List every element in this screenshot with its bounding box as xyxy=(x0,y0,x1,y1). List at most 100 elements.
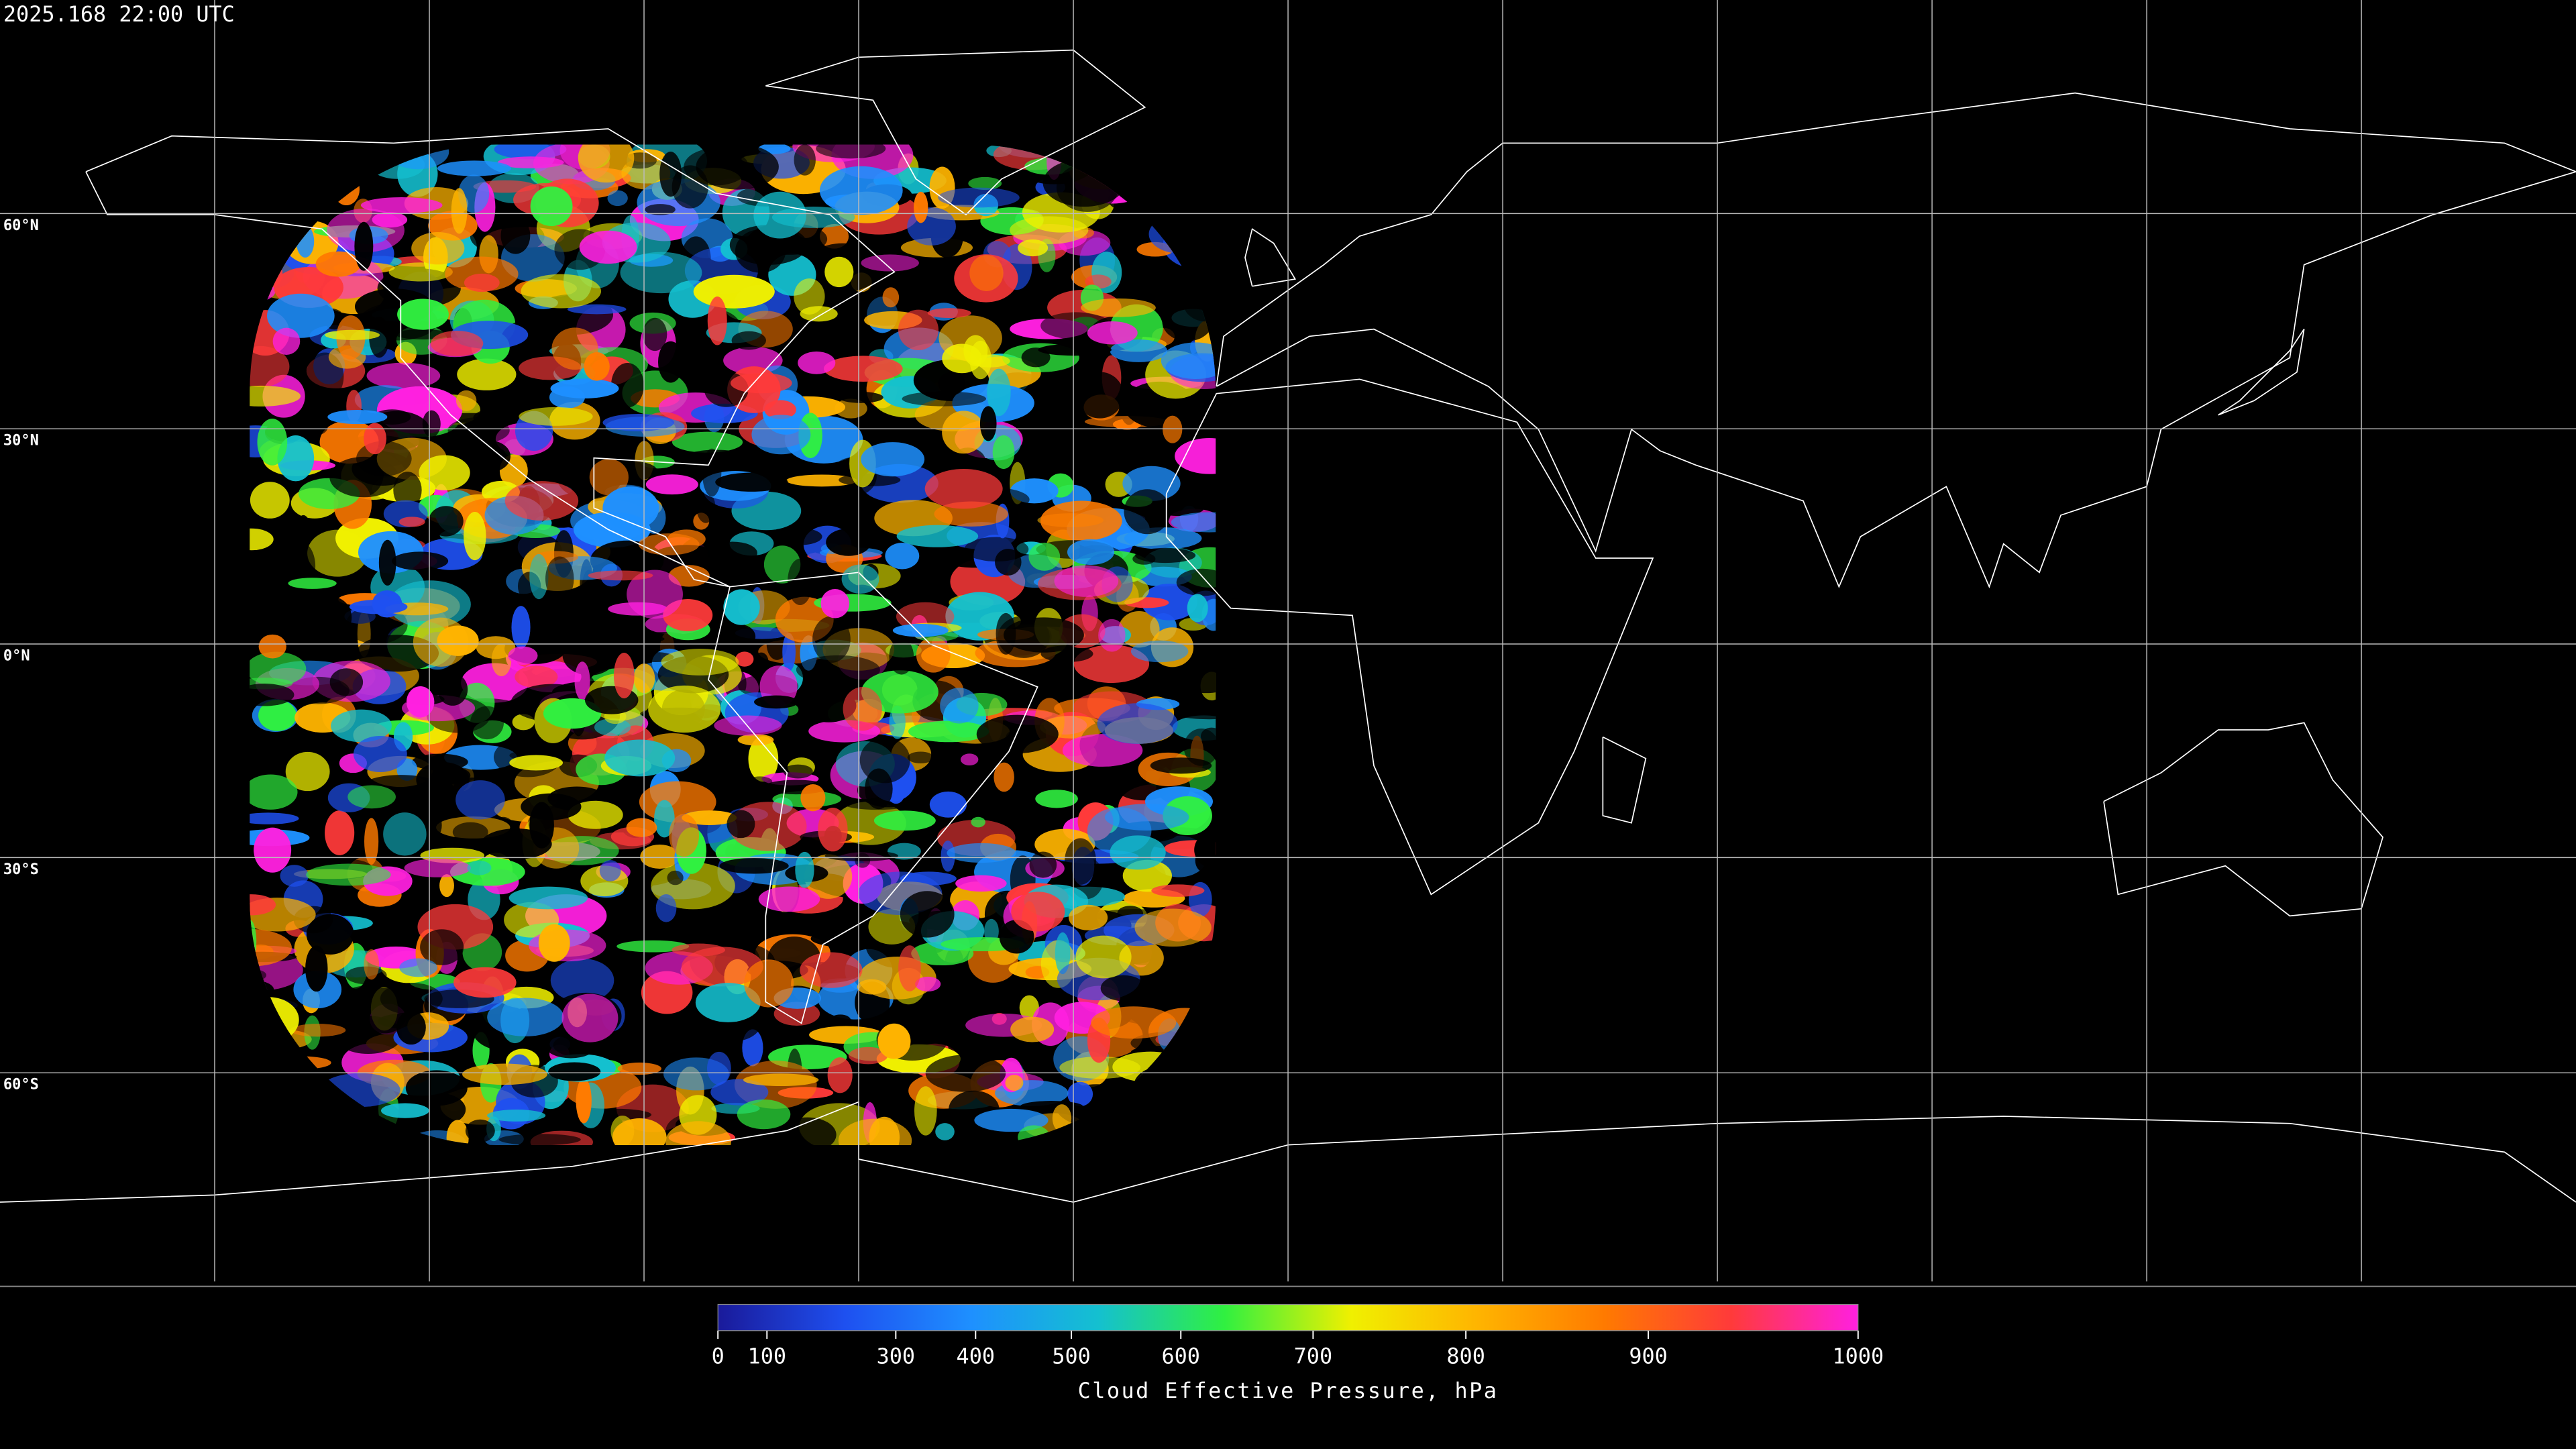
cloud-patch xyxy=(645,474,698,495)
cloud-patch xyxy=(372,211,408,228)
cloud-patch xyxy=(643,317,667,352)
cloud-patch xyxy=(710,1079,769,1106)
cloud-patch xyxy=(696,144,779,190)
cloud-patch xyxy=(550,958,614,1002)
cloud-patch xyxy=(667,870,684,885)
cloud-patch xyxy=(861,442,925,477)
cloud-patch xyxy=(545,556,574,601)
cloud-patch xyxy=(462,1063,547,1085)
cloud-patch xyxy=(508,646,538,665)
cloud-patch xyxy=(498,1134,581,1145)
cloud-patch xyxy=(865,768,893,810)
cloud-patch xyxy=(529,802,554,849)
cloud-patch xyxy=(455,390,477,411)
cloud-patch xyxy=(914,1086,937,1136)
cloud-patch xyxy=(511,606,531,649)
cloud-patch xyxy=(500,217,531,254)
cloud-patch xyxy=(1175,438,1216,474)
cloud-patch xyxy=(1003,617,1084,653)
cloud-patch xyxy=(1150,757,1212,774)
colorbar-tick-label: 1000 xyxy=(1832,1344,1884,1369)
cloud-patch xyxy=(800,784,826,812)
cloud-patch xyxy=(504,481,579,521)
cloud-patch xyxy=(404,859,471,877)
cloud-patch xyxy=(589,459,629,496)
cloud-patch xyxy=(942,411,985,454)
cloud-patch xyxy=(419,455,470,490)
cloud-patch xyxy=(668,565,710,587)
cloud-patch xyxy=(267,293,335,338)
cloud-patch xyxy=(250,345,290,388)
cloud-patch xyxy=(1035,790,1078,808)
cloud-patch xyxy=(969,255,1004,291)
cloud-patch xyxy=(882,287,900,308)
coastline xyxy=(2218,329,2305,416)
colorbar-tick-label: 100 xyxy=(748,1344,787,1369)
colorbar xyxy=(717,1303,1859,1332)
lat-label: 60°S xyxy=(3,1077,39,1093)
cloud-patch xyxy=(306,914,354,955)
cloud-patch xyxy=(581,570,596,613)
cloud-patch xyxy=(648,685,721,733)
colorbar-tick-label: 900 xyxy=(1629,1344,1668,1369)
cloud-patch xyxy=(900,891,955,938)
cloud-patch xyxy=(834,904,851,949)
cloud-patch xyxy=(487,998,564,1036)
cloud-patch xyxy=(731,331,766,350)
cloud-patch xyxy=(529,553,549,600)
cloud-patch xyxy=(938,372,965,396)
cloud-patch xyxy=(727,810,755,839)
cloud-patch xyxy=(747,776,773,787)
cloud-patch xyxy=(594,718,631,737)
cloud-patch xyxy=(509,755,564,771)
cloud-patch xyxy=(925,1055,1006,1092)
cloud-patch xyxy=(761,919,835,932)
cloud-patch xyxy=(873,810,936,831)
cloud-patch xyxy=(753,191,806,239)
cloud-patch xyxy=(800,689,857,722)
lat-label: 30°S xyxy=(3,861,39,878)
cloud-patch xyxy=(470,706,504,740)
cloud-patch xyxy=(1151,884,1205,897)
cloud-patch xyxy=(907,751,934,763)
cloud-patch xyxy=(758,886,820,912)
cloud-patch xyxy=(994,762,1014,792)
cloud-patch xyxy=(896,525,979,547)
cloud-patch xyxy=(857,979,887,995)
cloud-patch xyxy=(1054,565,1119,597)
cloud-patch xyxy=(1064,838,1097,885)
cloud-patch xyxy=(827,1057,853,1093)
cloud-patch xyxy=(816,144,886,159)
cloud-patch xyxy=(693,274,775,309)
cloud-patch xyxy=(914,191,928,223)
cloud-patch xyxy=(706,1051,731,1085)
cloud-patch xyxy=(1141,584,1197,621)
cloud-patch xyxy=(892,623,949,637)
cloud-patch xyxy=(1110,835,1166,870)
cloud-patch xyxy=(719,857,789,874)
cloud-patch xyxy=(272,327,301,355)
cloud-patch xyxy=(250,460,267,475)
cloud-patch xyxy=(447,417,510,444)
satellite-image xyxy=(250,144,1216,1145)
cloud-patch xyxy=(399,958,437,977)
cloud-patch xyxy=(411,231,465,265)
cloud-patch xyxy=(420,929,464,965)
cloud-patch xyxy=(898,309,938,350)
cloud-patch xyxy=(290,1024,346,1037)
cloud-patch xyxy=(452,822,488,843)
cloud-patch xyxy=(642,501,666,534)
cloud-patch xyxy=(465,1119,495,1142)
cloud-patch xyxy=(661,649,739,676)
cloud-patch xyxy=(1170,661,1216,694)
cloud-patch xyxy=(838,392,883,403)
cloud-patch xyxy=(1183,728,1216,766)
cloud-patch xyxy=(970,354,1010,368)
cloud-patch xyxy=(778,1117,837,1145)
cloud-patch xyxy=(775,528,822,545)
coastline xyxy=(1602,736,1647,824)
cloud-patch xyxy=(1005,1075,1024,1091)
cloud-patch xyxy=(877,1023,911,1059)
cloud-patch xyxy=(783,764,813,779)
